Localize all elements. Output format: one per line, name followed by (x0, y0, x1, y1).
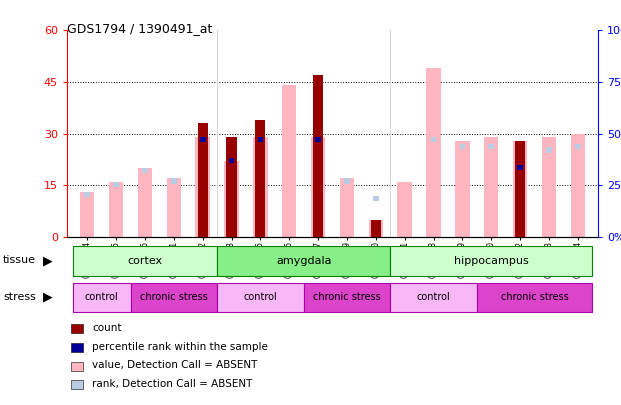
Bar (229, 158, 235, 163)
Bar (517, 164, 523, 170)
Bar (575, 144, 581, 149)
Text: percentile rank within the sample: percentile rank within the sample (92, 342, 268, 352)
Bar (217, 246, 390, 276)
Bar (397, 182, 412, 237)
Bar (200, 137, 206, 142)
Bar (73, 283, 130, 312)
Bar (109, 182, 124, 237)
Text: chronic stress: chronic stress (140, 292, 207, 303)
Text: amygdala: amygdala (276, 256, 332, 266)
Text: ▶: ▶ (43, 254, 53, 267)
Bar (455, 141, 469, 237)
Text: chronic stress: chronic stress (313, 292, 381, 303)
Text: control: control (243, 292, 278, 303)
Bar (138, 168, 152, 237)
Bar (315, 137, 321, 142)
Text: value, Detection Call = ABSENT: value, Detection Call = ABSENT (92, 360, 257, 370)
Bar (488, 144, 494, 149)
Bar (430, 137, 437, 142)
Bar (80, 192, 94, 237)
Bar (484, 137, 499, 237)
Bar (255, 120, 265, 237)
Bar (304, 283, 390, 312)
Bar (224, 161, 238, 237)
Bar (313, 75, 323, 237)
Bar (311, 137, 325, 237)
Text: GDS1794 / 1390491_at: GDS1794 / 1390491_at (67, 22, 212, 35)
Bar (371, 220, 381, 237)
Bar (282, 85, 296, 237)
Bar (513, 141, 527, 237)
Text: control: control (417, 292, 450, 303)
Text: cortex: cortex (127, 256, 163, 266)
Bar (217, 283, 304, 312)
Text: ▶: ▶ (43, 290, 53, 303)
Bar (546, 147, 552, 153)
Bar (390, 283, 477, 312)
Bar (542, 137, 556, 237)
Bar (344, 178, 350, 183)
Bar (171, 178, 177, 183)
Bar (84, 192, 90, 197)
Bar (460, 144, 465, 149)
Text: rank, Detection Call = ABSENT: rank, Detection Call = ABSENT (92, 379, 252, 389)
Text: count: count (92, 323, 122, 333)
Bar (130, 283, 217, 312)
Text: chronic stress: chronic stress (501, 292, 568, 303)
Text: control: control (85, 292, 119, 303)
Bar (73, 246, 217, 276)
Text: hippocampus: hippocampus (454, 256, 528, 266)
Text: stress: stress (3, 292, 36, 302)
Bar (340, 178, 354, 237)
Bar (427, 68, 441, 237)
Bar (197, 123, 208, 237)
Bar (142, 168, 148, 173)
Bar (369, 220, 383, 237)
Bar (258, 137, 263, 142)
Bar (113, 182, 119, 187)
Bar (253, 137, 268, 237)
Text: tissue: tissue (3, 256, 36, 265)
Bar (227, 137, 237, 237)
Bar (196, 137, 210, 237)
Bar (477, 283, 592, 312)
Bar (515, 141, 525, 237)
Bar (166, 178, 181, 237)
Bar (571, 134, 585, 237)
Bar (390, 246, 592, 276)
Bar (373, 196, 379, 201)
